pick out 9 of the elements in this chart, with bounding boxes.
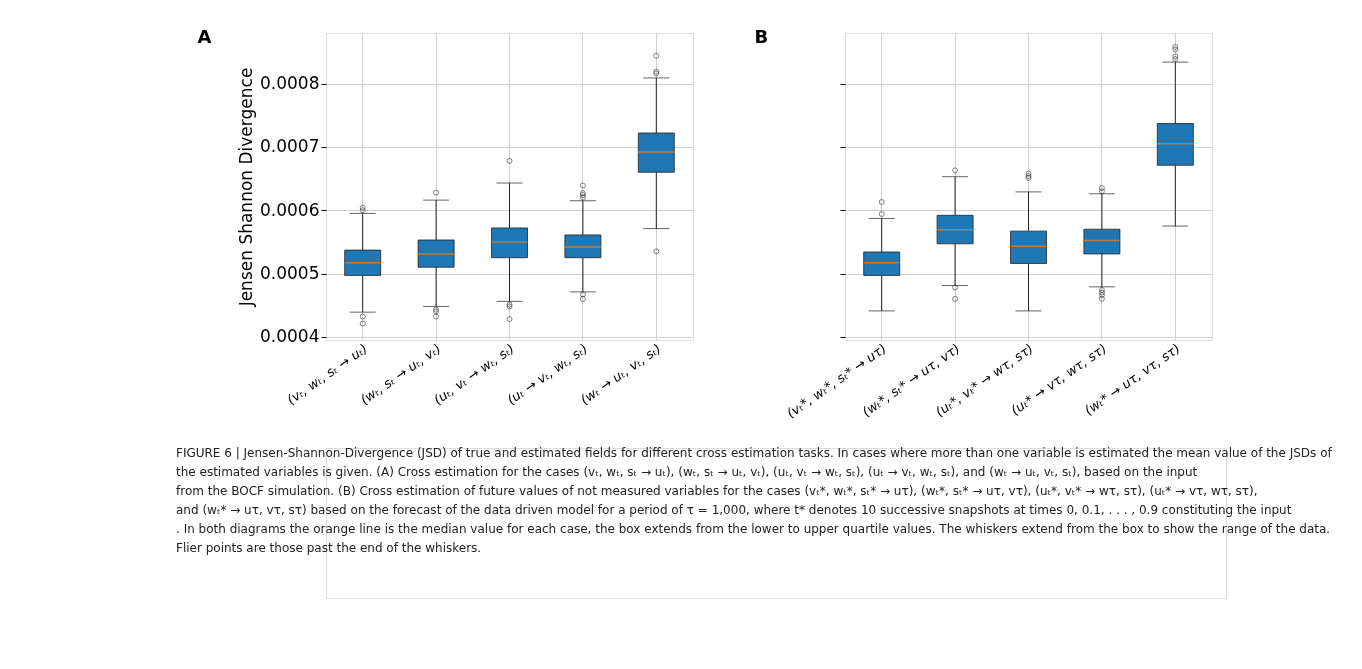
y-tick-label: 0.0007 bbox=[260, 136, 320, 157]
y-tick-label: 0.0006 bbox=[260, 199, 320, 220]
chart-title: B bbox=[754, 26, 769, 47]
y-tick-label: 0.0004 bbox=[260, 326, 320, 347]
chart-title: A bbox=[197, 26, 212, 47]
y-tick-label: 0.0008 bbox=[260, 73, 320, 94]
y-tick-label: 0.0005 bbox=[260, 263, 320, 284]
caption: FIGURE 6 | Jensen-Shannon-Divergence (JSD) of true and estimated fields for different cross estimation tasks. In cases where more than one variable is estimated the mean value of the JSDs of the estimated variables is given. (A) Cross estimation for the cases (vₜ, wₜ, sₜ → uₜ), (wₜ, sₜ → uₜ, vₜ), (uₜ, vₜ → wₜ, sₜ), (uₜ → vₜ, wₜ, sₜ), and (wₜ → uₜ, vₜ, sₜ), based on the input from the BOCF simulation. (B) Cross estimation of future values of not measured variables for the cases (vₜ*, wₜ*, sₜ* → uτ), (wₜ*, sₜ* → uτ, vτ), (uₜ*, vₜ* → wτ, sτ), (uₜ* → vτ, wτ, sτ), and (wₜ* → uτ, vτ, sτ) based on the forecast of the data driven model for a period of τ = 1,000, where t* denotes 10 successive snapshots at times 0, 0.1, . . . , 0.9 constituting the input . In both diagrams the orange line is the median value for each case, the box extends from the lower to upper quartile values. The whiskers extend from the box to show the range of the data. Flier points are those past the end of the whiskers. bbox=[176, 446, 1333, 555]
y-axis-title: Jensen Shannon Divergence bbox=[236, 67, 257, 308]
